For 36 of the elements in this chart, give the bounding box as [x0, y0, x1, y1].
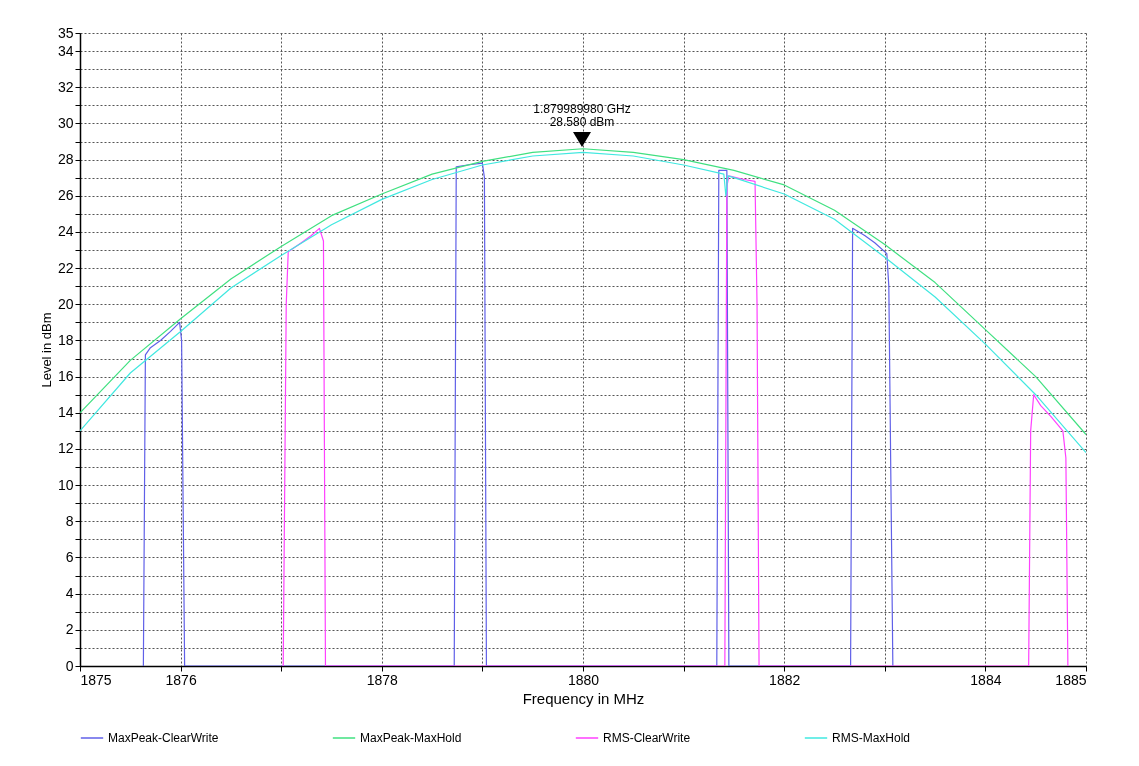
- legend-label: RMS-MaxHold: [832, 731, 911, 745]
- y-tick-label: 18: [57, 331, 74, 348]
- y-tick-label: 14: [57, 404, 74, 421]
- y-tick-label: 10: [57, 476, 74, 493]
- y-tick-label: 2: [65, 621, 74, 638]
- x-tick-label: 1880: [567, 671, 600, 688]
- x-tick-label: 1882: [769, 671, 801, 688]
- y-tick-label: 24: [57, 223, 74, 240]
- line-series: [282, 175, 1069, 666]
- y-axis-title: Level in dBm: [38, 312, 54, 388]
- x-axis-title: Frequency in MHz: [522, 689, 645, 707]
- y-tick-label: 30: [57, 114, 74, 131]
- y-tick-label: 26: [57, 187, 74, 204]
- y-tick-label: 0: [65, 657, 74, 674]
- y-tick-label: 35: [57, 24, 74, 41]
- line-series: [142, 162, 894, 666]
- y-tick-label: 20: [57, 295, 74, 312]
- legend-label: MaxPeak-MaxHold: [360, 731, 462, 745]
- annotation: 28.580 dBm: [549, 115, 615, 130]
- x-tick-label: 1884: [970, 671, 1002, 688]
- y-tick-label: 12: [57, 440, 74, 457]
- y-tick-label: 4: [65, 585, 74, 602]
- x-tick-label: 1876: [165, 671, 197, 688]
- y-tick-label: 6: [65, 548, 74, 565]
- x-tick-label: 1878: [366, 671, 399, 688]
- y-tick-label: 16: [57, 368, 74, 385]
- legend-label: RMS-ClearWrite: [603, 731, 691, 745]
- annotation: 1.879989980 GHz: [533, 102, 631, 117]
- x-tick-label: 1885: [1055, 671, 1087, 688]
- y-tick-label: 28: [57, 151, 74, 168]
- y-tick-label: 8: [65, 512, 74, 529]
- y-tick-label: 22: [57, 259, 74, 276]
- legend-label: MaxPeak-ClearWrite: [108, 731, 219, 745]
- y-tick-label: 32: [57, 78, 74, 95]
- y-tick-label: 34: [57, 42, 74, 59]
- x-tick-label: 1875: [80, 671, 112, 688]
